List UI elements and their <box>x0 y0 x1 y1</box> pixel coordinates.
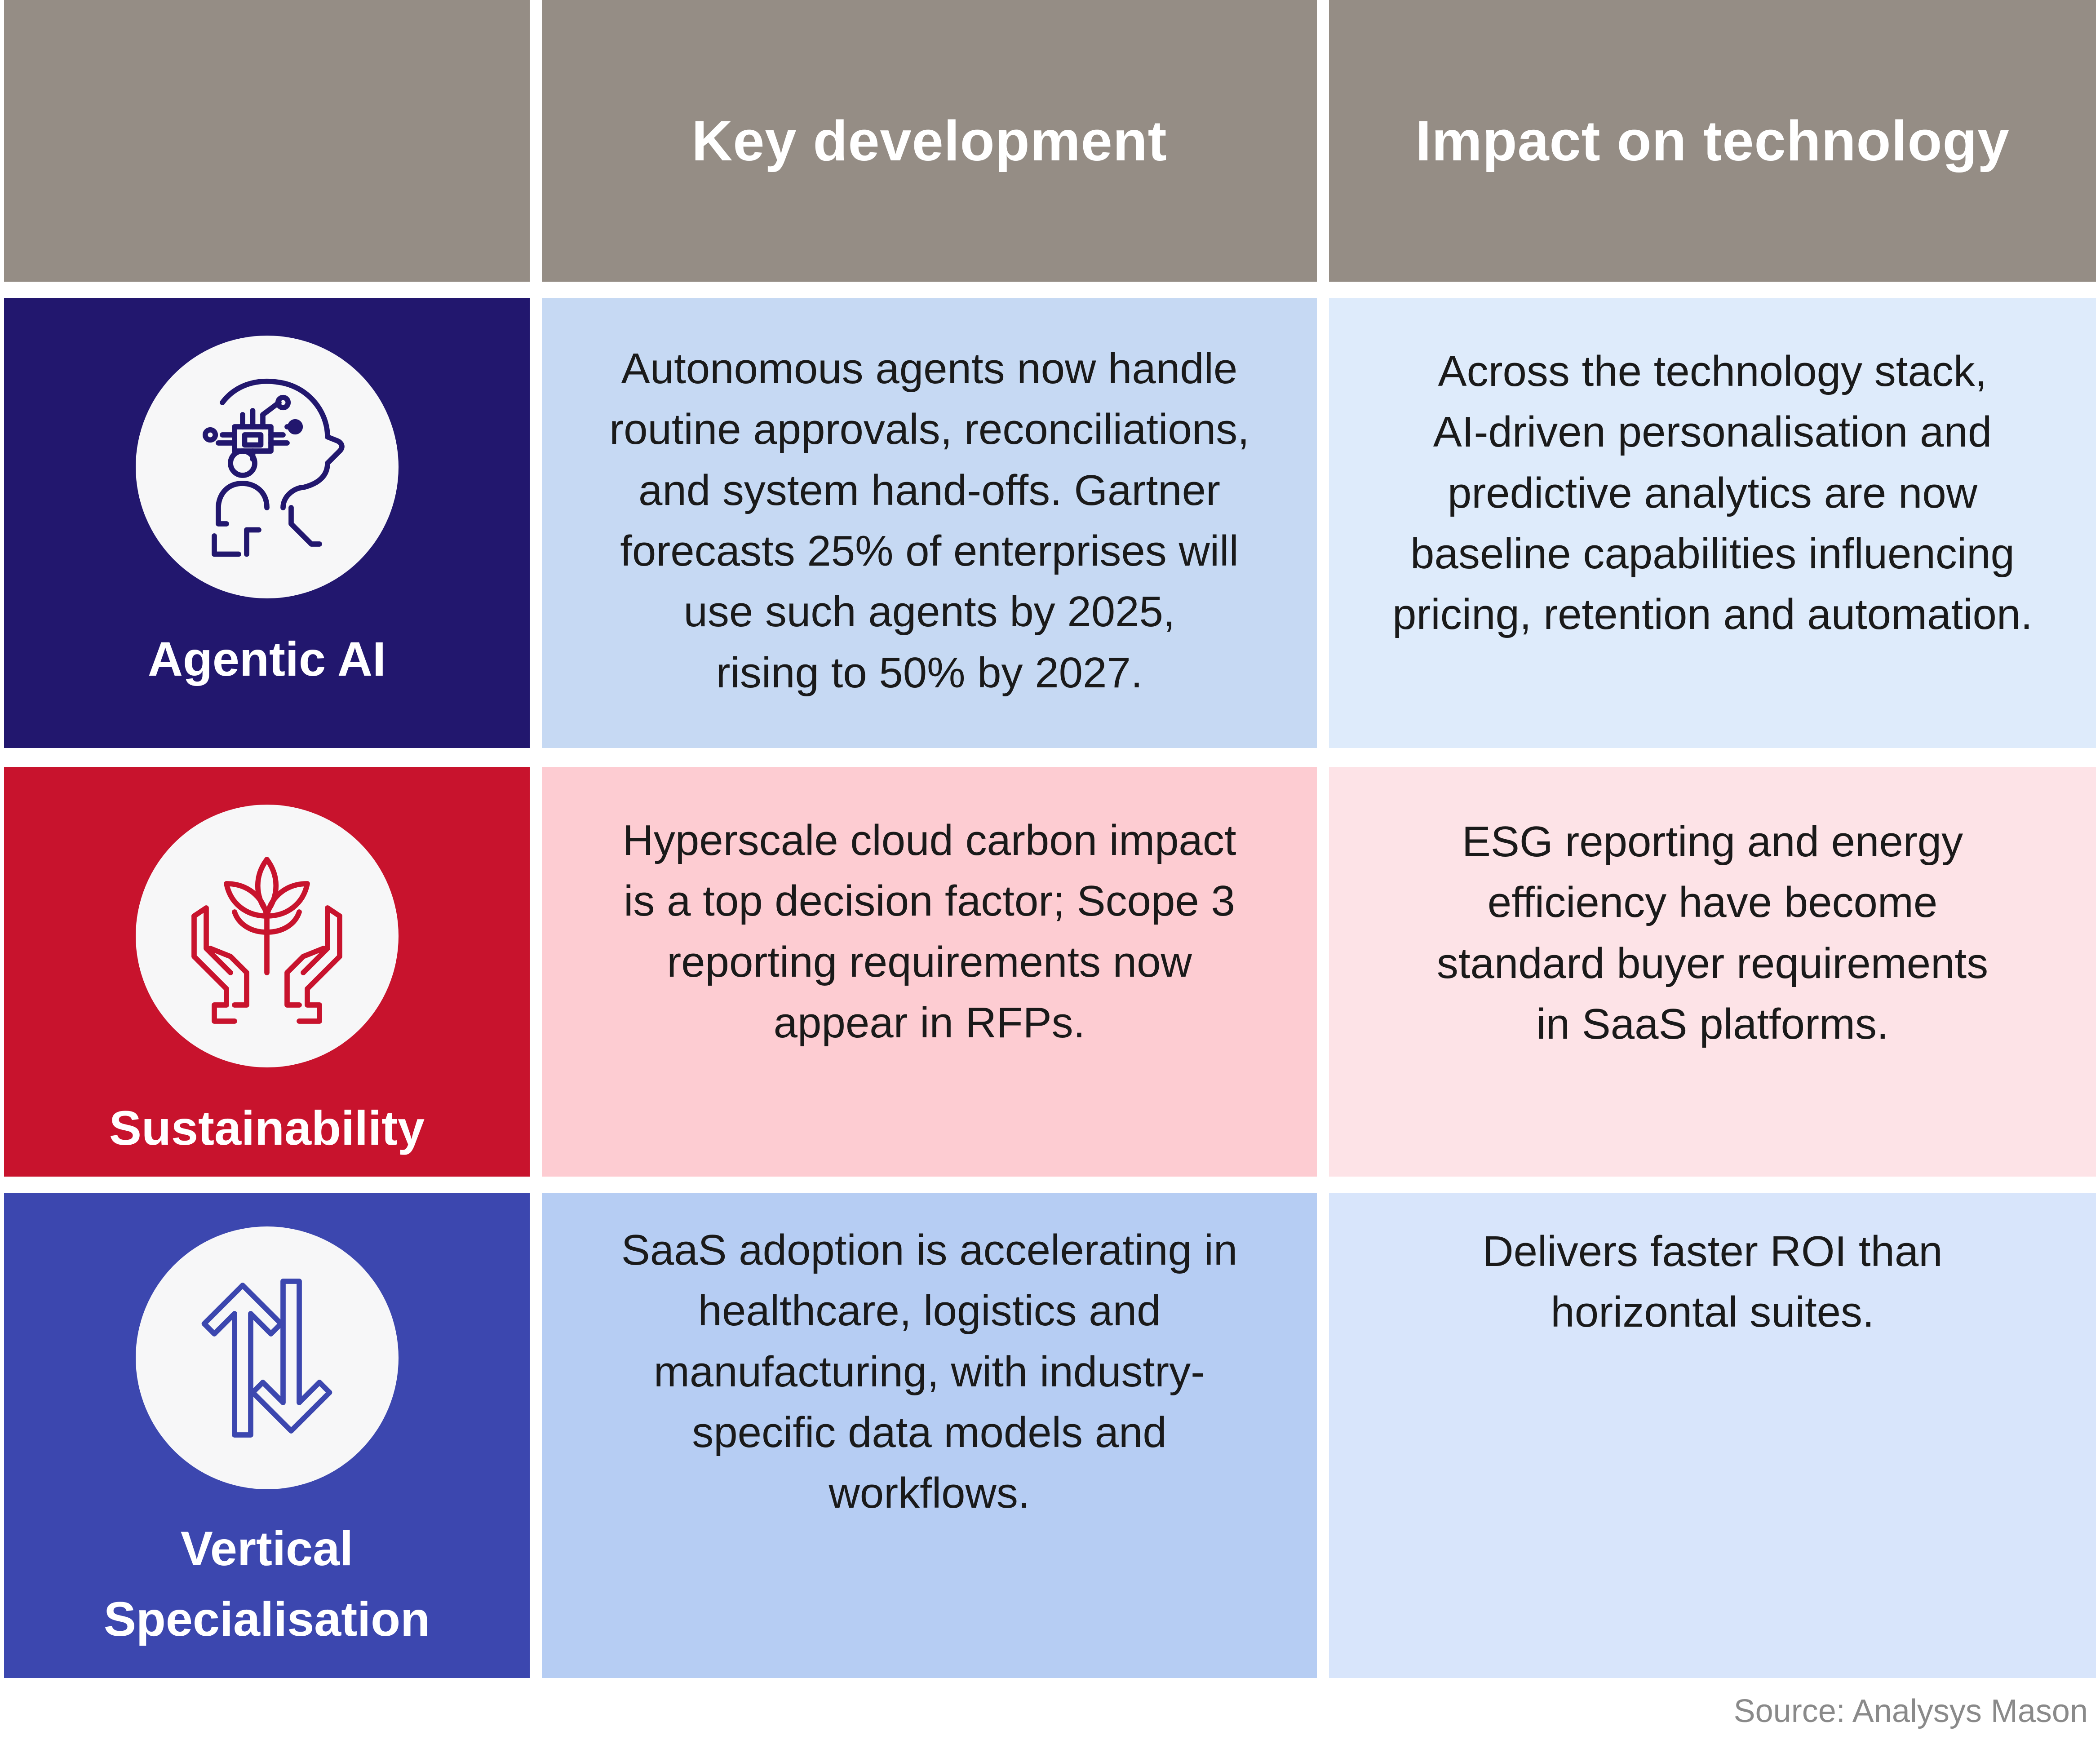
vertical-icon-circle <box>135 1226 399 1489</box>
agentic-ai-impact-text: Across the technology stack, AI-driven p… <box>1392 347 2033 639</box>
agentic-ai-impact-cell: Across the technology stack, AI-driven p… <box>1329 298 2096 748</box>
row-sustainability-label-cell: Sustainability <box>4 767 530 1177</box>
sustainability-impact-cell: ESG reporting and energy efficiency have… <box>1329 767 2096 1177</box>
agentic-ai-development-text: Autonomous agents now handle routine app… <box>609 345 1249 697</box>
sustainability-impact-text: ESG reporting and energy efficiency have… <box>1436 818 1989 1049</box>
row-label: Vertical Specialisation <box>103 1521 430 1646</box>
row-label: Sustainability <box>109 1101 425 1155</box>
vertical-development-cell: SaaS adoption is accelerating in healthc… <box>542 1193 1317 1678</box>
header-key-development: Key development <box>542 0 1317 282</box>
row-label: Agentic AI <box>147 632 386 686</box>
hands-plant-icon <box>191 856 342 1024</box>
sustainability-development-text: Hyperscale cloud carbon impact is a top … <box>622 816 1236 1047</box>
header-key-development-label: Key development <box>691 109 1167 173</box>
ai-icon-circle <box>135 336 399 598</box>
up-down-arrows-icon <box>201 1278 332 1438</box>
ai-head-chip-icon <box>202 378 345 557</box>
header-impact-on-technology: Impact on technology <box>1329 0 2096 282</box>
row-vertical-specialisation-label-cell: Vertical Specialisation <box>4 1193 530 1678</box>
vertical-development-text: SaaS adoption is accelerating in healthc… <box>621 1226 1238 1518</box>
vertical-impact-text: Delivers faster ROI than horizontal suit… <box>1482 1227 1943 1337</box>
vertical-impact-cell: Delivers faster ROI than horizontal suit… <box>1329 1193 2096 1678</box>
header-empty-cell <box>4 0 530 282</box>
row-agentic-ai-label-cell: Agentic AI <box>4 298 530 748</box>
sustainability-icon-circle <box>135 805 399 1067</box>
source-caption: Source: Analysys Mason <box>1733 1693 2088 1729</box>
agentic-ai-development-cell: Autonomous agents now handle routine app… <box>542 298 1317 748</box>
sustainability-development-cell: Hyperscale cloud carbon impact is a top … <box>542 767 1317 1177</box>
header-impact-label: Impact on technology <box>1415 109 2010 173</box>
